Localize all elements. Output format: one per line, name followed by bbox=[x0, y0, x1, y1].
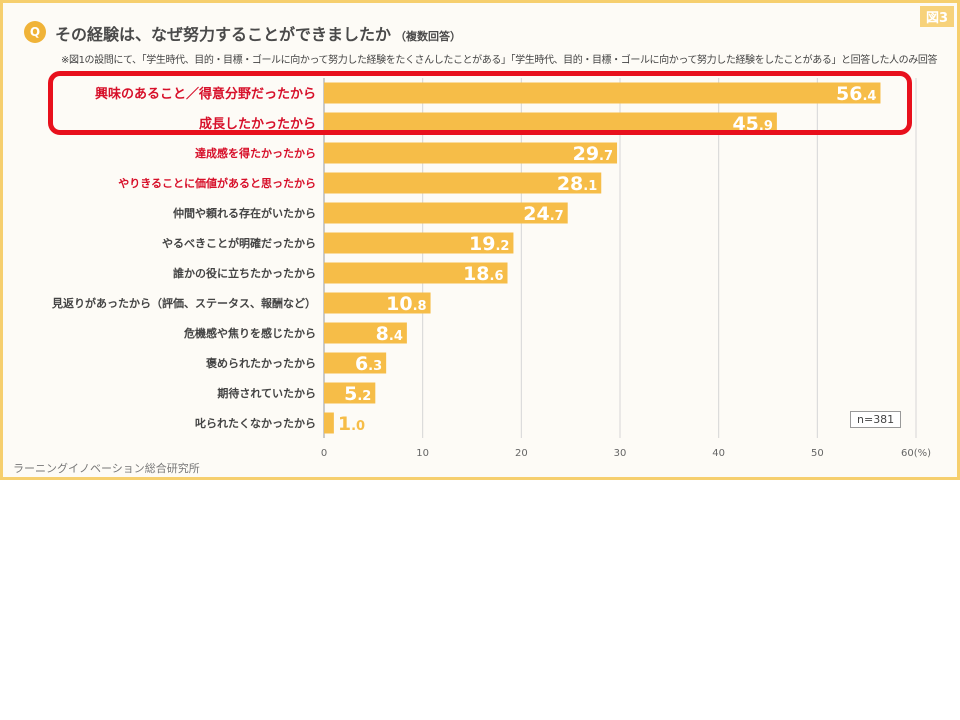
category-label: 叱られたくなかったから bbox=[195, 417, 316, 430]
bar bbox=[324, 232, 514, 254]
x-tick-label: 30 bbox=[614, 448, 627, 459]
bar bbox=[324, 172, 602, 194]
category-label: 期待されていたから bbox=[217, 386, 316, 400]
data-label: 10.8 bbox=[386, 293, 426, 315]
x-tick-label: 50 bbox=[811, 448, 824, 459]
category-label: やるべきことが明確だったから bbox=[162, 236, 316, 250]
category-label: 成長したかったから bbox=[199, 116, 316, 132]
category-label: 褒められたかったから bbox=[205, 356, 316, 370]
respondent-note: ※図1の設問にて、「学生時代、目的・目標・ゴールに向かって努力した経験をたくさん… bbox=[61, 55, 938, 66]
bar bbox=[324, 322, 407, 344]
bar bbox=[324, 262, 508, 284]
data-label: 1.0 bbox=[338, 413, 365, 435]
category-label: 危機感や焦りを感じたから bbox=[183, 326, 316, 340]
category-label: やりきることに価値があると思ったから bbox=[118, 176, 316, 190]
bar bbox=[324, 82, 881, 104]
category-label: 見返りがあったから（評価、ステータス、報酬など） bbox=[51, 296, 316, 310]
x-tick-label: 40 bbox=[712, 448, 725, 459]
x-tick-label: 60(%) bbox=[901, 448, 931, 459]
x-tick-label: 20 bbox=[515, 448, 528, 459]
chart-title: その経験は、なぜ努力することができましたか （複数回答） bbox=[55, 21, 461, 45]
category-label: 達成感を得たかったから bbox=[195, 146, 316, 160]
data-label: 18.6 bbox=[463, 263, 503, 285]
bar bbox=[324, 382, 376, 404]
bar bbox=[324, 202, 568, 224]
bar bbox=[324, 292, 431, 314]
figure-tag: 図3 bbox=[919, 6, 954, 27]
source-label: ラーニングイノベーション総合研究所 bbox=[13, 462, 200, 475]
bar bbox=[324, 412, 334, 434]
title-sub: （複数回答） bbox=[395, 30, 462, 43]
category-label: 誰かの役に立ちたかったから bbox=[173, 266, 316, 280]
chart-panel: 図3 Q その経験は、なぜ努力することができましたか （複数回答） ※図1の設問に… bbox=[0, 0, 960, 480]
data-label: 19.2 bbox=[469, 233, 509, 255]
x-tick-label: 0 bbox=[321, 448, 327, 459]
title-main: その経験は、なぜ努力することができましたか bbox=[55, 25, 392, 44]
data-label: 28.1 bbox=[557, 173, 597, 195]
bar bbox=[324, 352, 387, 374]
sample-size-box: n=381 bbox=[850, 411, 902, 428]
data-label: 29.7 bbox=[573, 143, 613, 165]
data-label: 5.2 bbox=[344, 383, 371, 405]
category-label: 興味のあること／得意分野だったから bbox=[95, 86, 316, 102]
data-label: 24.7 bbox=[523, 203, 563, 225]
data-label: 6.3 bbox=[355, 353, 382, 375]
bar bbox=[324, 112, 777, 134]
question-badge: Q bbox=[24, 21, 46, 43]
bar-chart: 0 10 20 30 40 50 60(%) 興味のあること／得意分野だったから 56.4 成長し… bbox=[51, 78, 931, 459]
bar bbox=[324, 142, 618, 164]
category-label: 仲間や頼れる存在がいたから bbox=[173, 206, 316, 220]
highlight-frame bbox=[48, 71, 912, 135]
x-tick-label: 10 bbox=[416, 448, 429, 459]
data-label: 8.4 bbox=[376, 323, 403, 345]
data-label: 56.4 bbox=[836, 83, 876, 105]
